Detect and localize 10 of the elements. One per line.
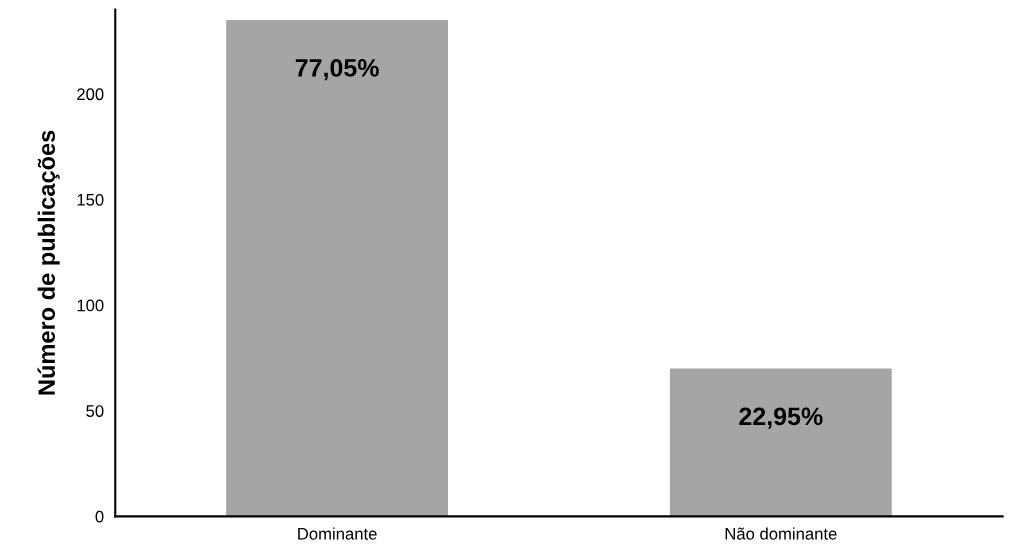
y-tick-label: 100 <box>77 299 104 312</box>
y-tick-label: 0 <box>95 510 104 523</box>
annotation: 77,05% <box>295 59 379 81</box>
annotation: 22,95% <box>739 407 823 429</box>
y-axis-title: Número de publicações <box>37 130 60 395</box>
x-tick-label: Dominante <box>298 527 377 540</box>
y-tick-label: 200 <box>77 88 104 101</box>
y-tick-label: 150 <box>77 193 104 206</box>
y-tick-label: 50 <box>86 405 104 417</box>
x-tick-label: Não dominante <box>725 527 837 540</box>
